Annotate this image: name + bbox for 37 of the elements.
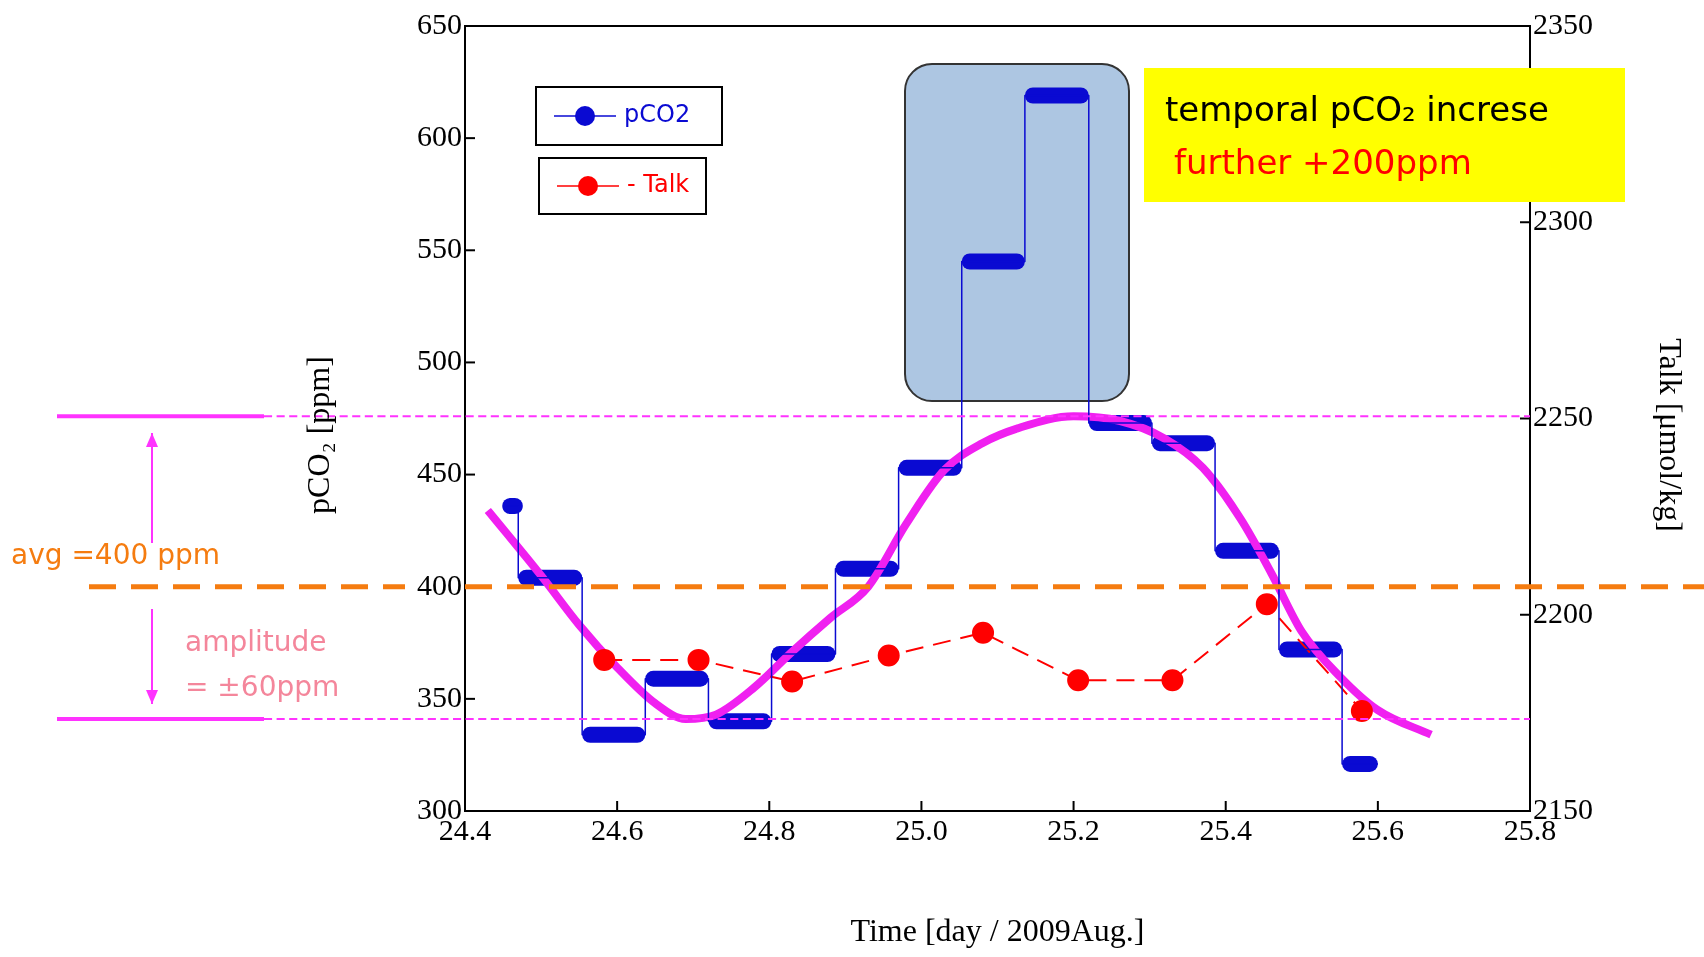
- point: [1255, 593, 1278, 616]
- legend-label: - Talk: [627, 170, 690, 199]
- point: [687, 648, 710, 671]
- y-tick-label: 550: [417, 231, 462, 265]
- y2-tick-label: 2300: [1533, 203, 1593, 237]
- y-tick-label: 500: [417, 343, 462, 377]
- point: [877, 644, 900, 667]
- annotation: further +200ppm: [1174, 142, 1472, 182]
- point: [972, 621, 995, 644]
- annotation: temporal pCO₂ increse: [1165, 89, 1549, 129]
- y2-axis-title: Talk [μmol/kg]: [1652, 338, 1689, 532]
- y2-tick-label: 2350: [1533, 6, 1593, 40]
- point: [593, 648, 616, 671]
- point: [1161, 669, 1184, 692]
- x-tick-label: 24.8: [743, 812, 796, 846]
- text: = ±60ppm: [185, 670, 340, 704]
- y-tick-label: 600: [417, 119, 462, 153]
- x-tick-label: 25.4: [1199, 812, 1252, 846]
- y-tick-label: 350: [417, 679, 462, 713]
- text: amplitude: [185, 625, 327, 659]
- ref-line-label: avg =400 ppm: [11, 538, 221, 571]
- y-tick-label: 400: [417, 567, 462, 601]
- x-tick-label: 25.6: [1351, 812, 1405, 846]
- point: [1350, 699, 1373, 722]
- x-axis-title: Time [day / 2009Aug.]: [850, 912, 1145, 949]
- x-tick-label: 24.6: [590, 812, 644, 846]
- point: [1067, 669, 1090, 692]
- y2-tick-label: 2200: [1533, 595, 1593, 629]
- y-tick-label: 650: [417, 6, 462, 40]
- note-box: temporal pCO₂ increse further +200ppm: [1144, 68, 1625, 202]
- point: [781, 670, 804, 693]
- y2-tick-label: 2250: [1533, 399, 1593, 433]
- legend-label: pCO2: [624, 100, 691, 129]
- x-tick-label: 25.0: [895, 812, 948, 846]
- y-tick-label: 450: [417, 455, 462, 489]
- y-axis-title: pCO₂ [ppm]: [300, 356, 337, 514]
- x-tick-label: 25.2: [1047, 812, 1100, 846]
